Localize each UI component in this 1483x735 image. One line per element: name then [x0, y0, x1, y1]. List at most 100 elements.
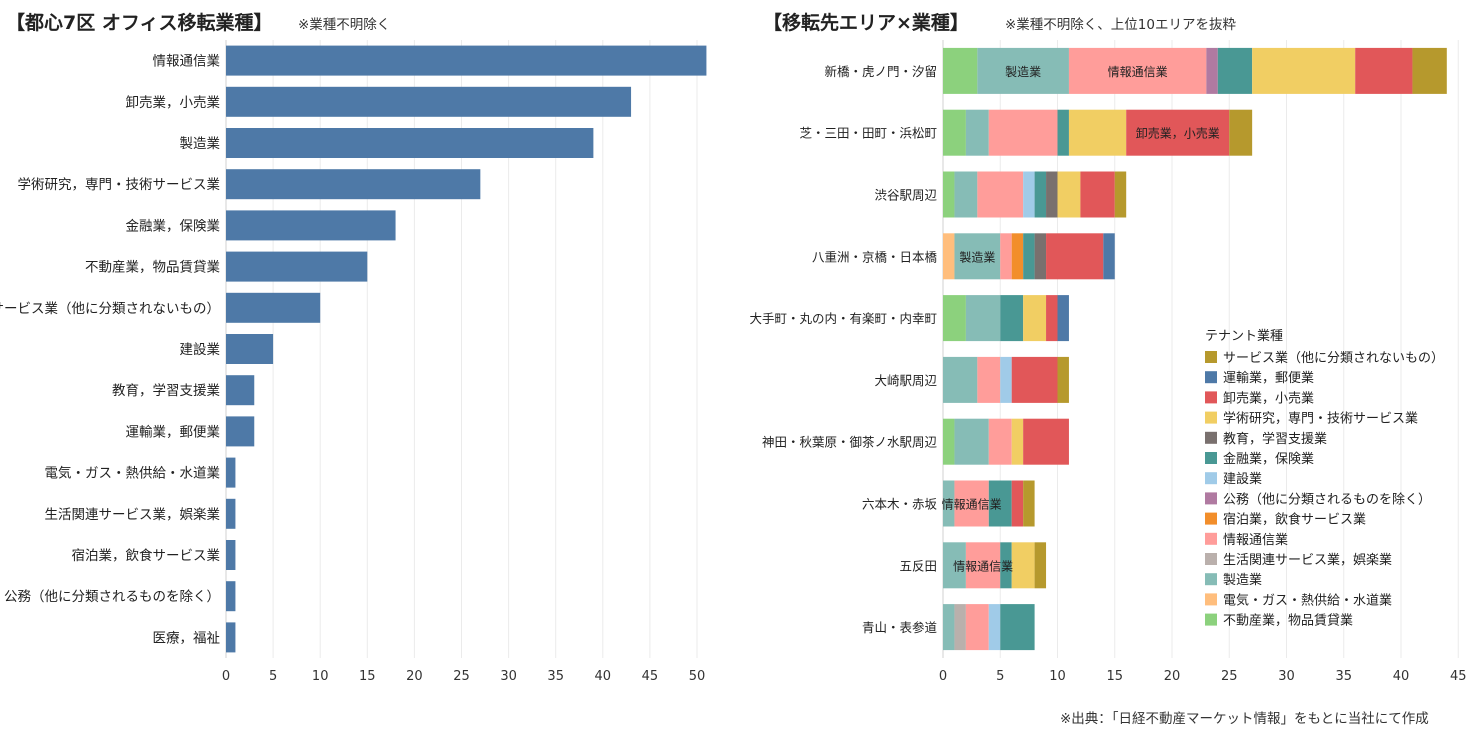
stacked-segment	[988, 604, 1001, 651]
legend-swatch	[1205, 351, 1217, 363]
stacked-segment	[1057, 356, 1069, 403]
stacked-segment	[977, 356, 1001, 403]
left-category-label: 金融業，保険業	[126, 218, 221, 234]
stacked-segment	[1114, 171, 1127, 218]
left-category-label: 製造業	[180, 136, 221, 152]
stacked-segment	[1000, 604, 1035, 651]
stacked-segment	[1000, 356, 1012, 403]
left-category-label: 卸売業，小売業	[126, 95, 221, 111]
left-x-tick-label: 15	[359, 669, 376, 684]
legend-entry: 卸売業，小売業	[1223, 390, 1314, 406]
left-x-tick-label: 0	[222, 669, 230, 684]
left-bar	[226, 498, 236, 529]
stacked-segment	[1034, 233, 1047, 280]
stacked-segment	[1046, 171, 1058, 218]
stacked-segment	[1080, 171, 1115, 218]
left-x-tick-label: 45	[642, 669, 659, 684]
stacked-segment	[1034, 542, 1047, 589]
left-category-label: 電気・ガス・熱供給・水道業	[45, 466, 221, 482]
legend-entry: 学術研究，専門・技術サービス業	[1223, 411, 1418, 427]
legend-swatch	[1205, 452, 1217, 464]
stacked-segment	[1011, 542, 1035, 589]
segment-label: 製造業	[1005, 65, 1041, 79]
left-category-label: 学術研究，専門・技術サービス業	[18, 177, 221, 193]
stacked-segment	[988, 109, 1058, 156]
left-category-label: サービス業（他に分類されないもの）	[0, 301, 220, 317]
segment-label: 情報通信業	[942, 498, 1002, 512]
stacked-segment	[1011, 480, 1024, 527]
segment-label: 卸売業，小売業	[1136, 126, 1220, 141]
stacked-segment	[943, 295, 966, 342]
stacked-segment	[943, 356, 978, 403]
left-bar	[226, 169, 481, 200]
left-bar	[226, 622, 236, 653]
stacked-segment	[988, 418, 1012, 465]
source-note: ※出典：「日経不動産マーケット情報」をもとに当社にて作成	[1060, 711, 1429, 727]
stacked-segment	[943, 418, 955, 465]
stacked-segment	[1034, 171, 1047, 218]
right-x-tick-label: 20	[1164, 669, 1181, 684]
stacked-segment	[1000, 233, 1012, 280]
stacked-segment	[954, 171, 978, 218]
stacked-segment	[965, 604, 989, 651]
legend-swatch	[1205, 411, 1217, 424]
right-x-tick-label: 30	[1278, 669, 1295, 684]
left-bar	[226, 210, 396, 241]
legend-entry: 製造業	[1223, 572, 1262, 588]
stacked-segment	[954, 418, 989, 465]
left-x-tick-label: 10	[312, 669, 329, 684]
stacked-segment	[1252, 47, 1356, 94]
right-x-tick-label: 5	[996, 669, 1004, 684]
left-bar	[226, 128, 594, 158]
stacked-segment	[977, 47, 1069, 94]
left-bar	[226, 45, 707, 76]
legend-swatch	[1205, 472, 1217, 485]
left-x-tick-label: 40	[595, 669, 612, 684]
right-category-label: 渋谷駅周辺	[874, 188, 937, 203]
left-category-label: 運輸業，郵便業	[126, 424, 221, 440]
legend-entry: 情報通信業	[1223, 532, 1288, 548]
left-bar	[226, 334, 274, 364]
stacked-segment	[943, 47, 978, 94]
left-category-label: 情報通信業	[153, 54, 221, 70]
legend-entry: 宿泊業，飲食サービス業	[1223, 512, 1366, 528]
legend-entry: 教育，学習支援業	[1223, 431, 1327, 447]
left-category-label: 生活関連サービス業，娯楽業	[45, 507, 221, 523]
stacked-segment	[1023, 480, 1035, 527]
stacked-segment	[1057, 109, 1069, 156]
segment-label: 情報通信業	[1108, 65, 1168, 79]
legend-swatch	[1205, 492, 1217, 505]
stacked-segment	[1217, 47, 1253, 94]
right-category-label: 五反田	[899, 558, 937, 573]
left-chart-note: ※業種不明除く	[298, 17, 391, 33]
stacked-segment	[943, 542, 966, 589]
stacked-segment	[1023, 233, 1035, 280]
stacked-segment	[1000, 295, 1024, 342]
stacked-segment	[1046, 295, 1058, 342]
legend-entry: 運輸業，郵便業	[1223, 370, 1314, 386]
segment-label: 情報通信業	[953, 559, 1013, 573]
stacked-segment	[1000, 542, 1012, 589]
segment-label: 製造業	[959, 250, 995, 264]
stacked-segment	[1011, 418, 1024, 465]
stacked-segment	[1068, 109, 1127, 156]
right-category-label: 六本木・赤坂	[862, 497, 938, 512]
legend-entry: 電気・ガス・熱供給・水道業	[1223, 592, 1392, 608]
stacked-segment	[1023, 418, 1069, 465]
stacked-segment	[1023, 171, 1035, 218]
stacked-segment	[1068, 47, 1207, 94]
left-bar	[226, 375, 255, 406]
stacked-segment	[1011, 356, 1058, 403]
right-x-tick-label: 15	[1106, 669, 1123, 684]
left-bar	[226, 540, 236, 570]
stacked-segment	[954, 233, 1001, 280]
right-category-label: 青山・表参道	[862, 620, 938, 635]
stacked-segment	[977, 171, 1024, 218]
legend-swatch	[1205, 593, 1217, 606]
legend-entry: 公務（他に分類されるものを除く）	[1223, 492, 1431, 507]
legend-entry: 生活関連サービス業，娯楽業	[1223, 552, 1392, 568]
legend-swatch	[1205, 371, 1217, 384]
left-category-label: 公務（他に分類されるものを除く）	[4, 589, 220, 605]
legend-entry: 金融業，保険業	[1223, 451, 1314, 467]
